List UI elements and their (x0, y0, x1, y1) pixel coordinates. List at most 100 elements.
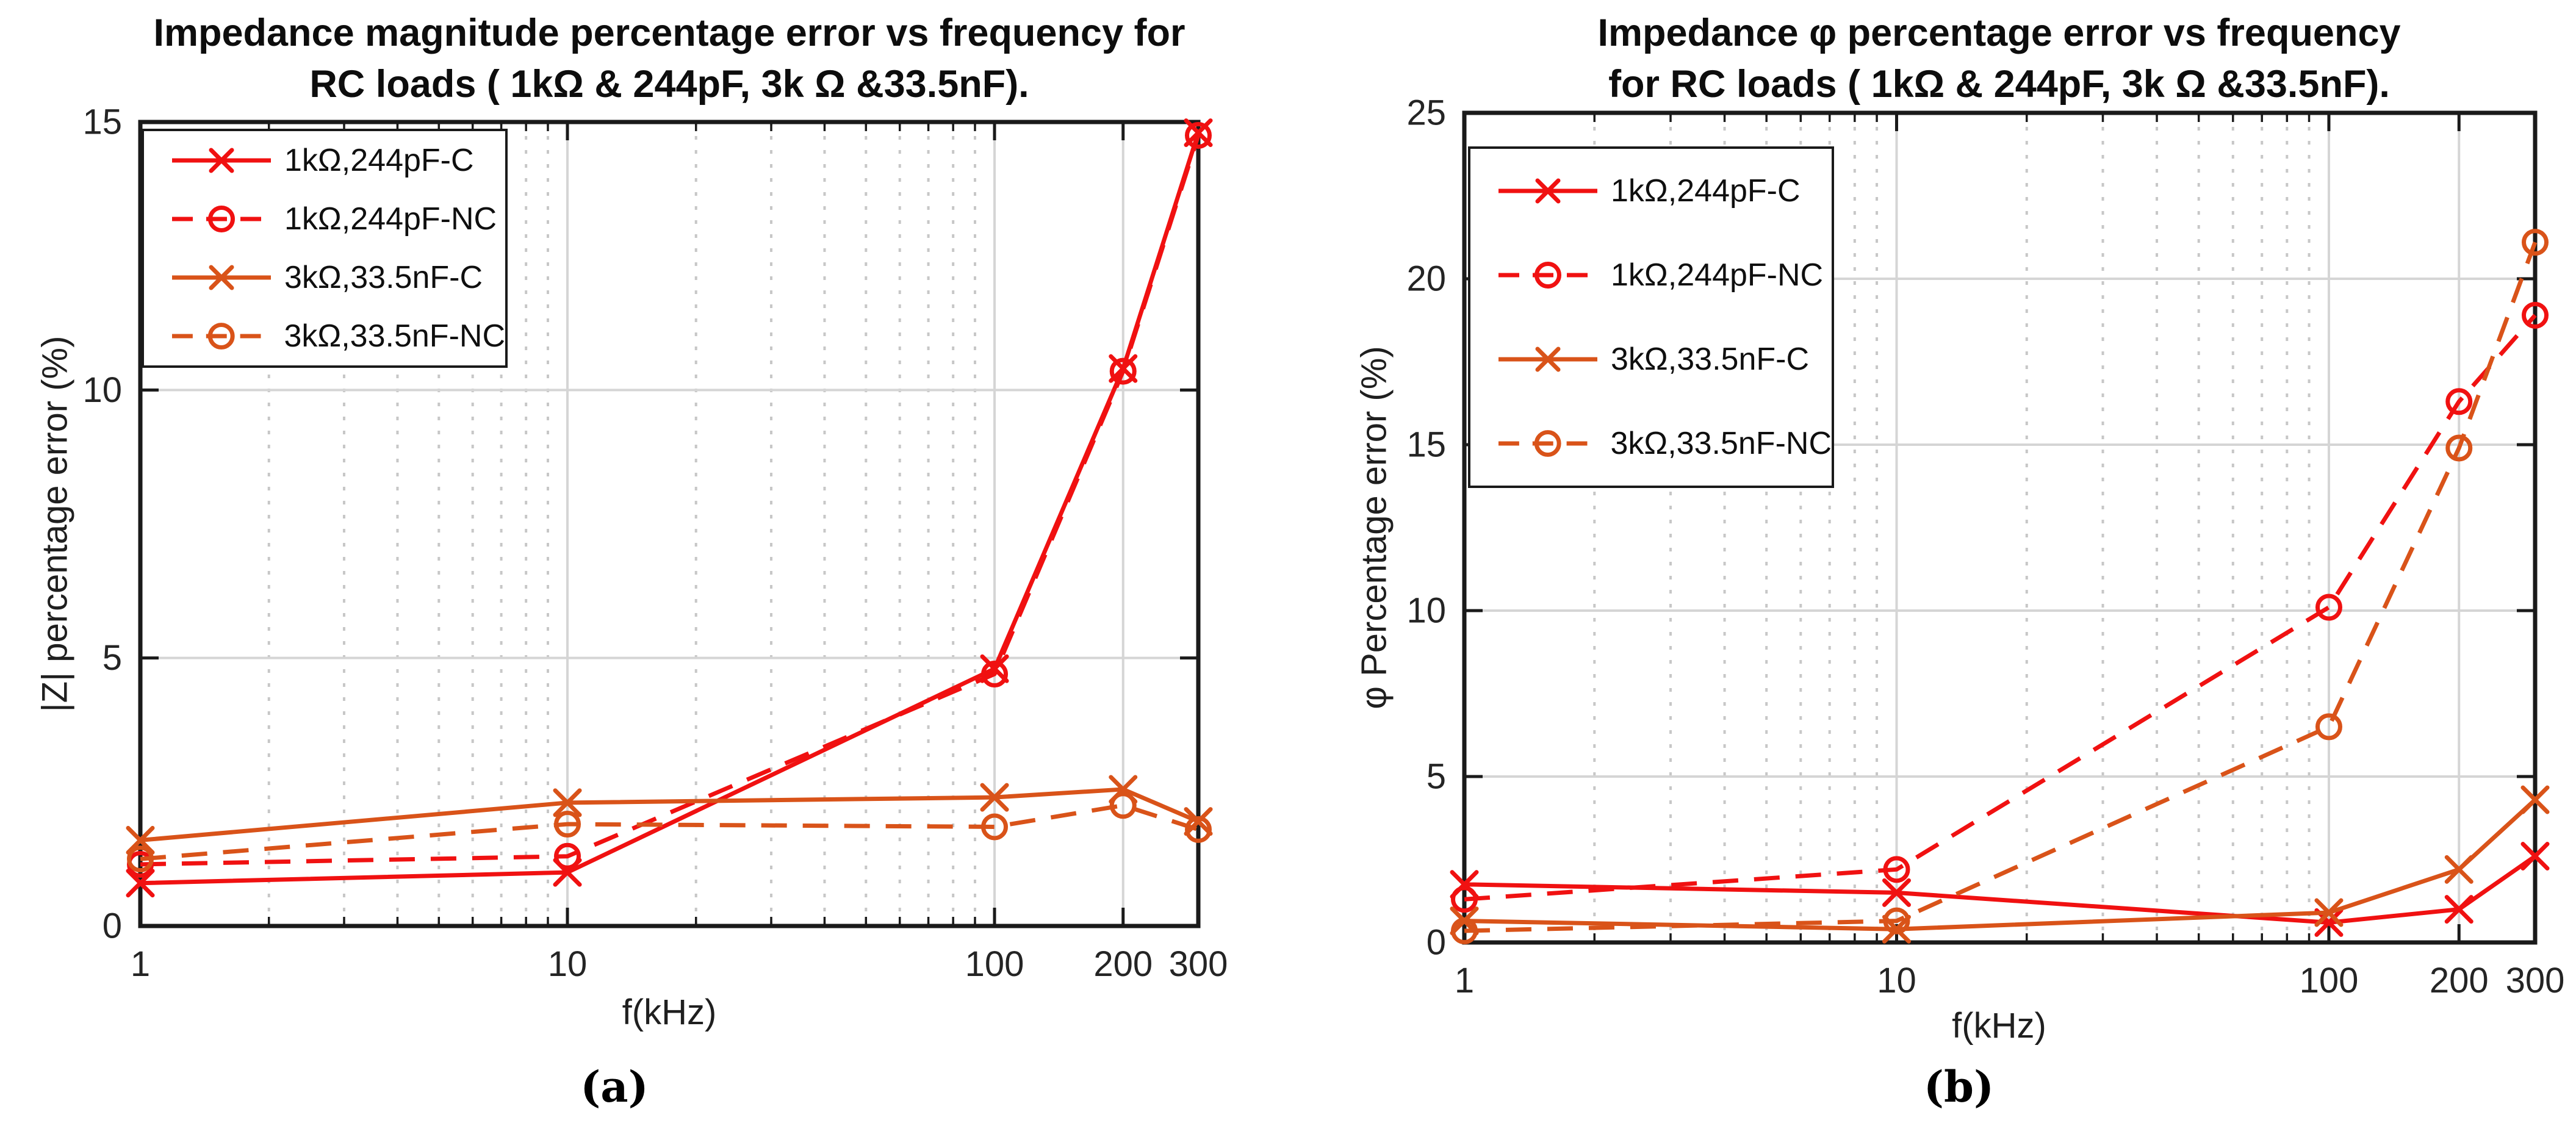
circle-marker-icon (1109, 357, 1137, 385)
circle-marker-icon (1883, 907, 1910, 935)
chart-title: Impedance φ percentage error vs frequenc… (1459, 7, 2539, 110)
x-tick-label: 1 (1455, 961, 1474, 1000)
circle-marker-icon (2445, 434, 2473, 462)
legend-sample (172, 265, 271, 290)
x-marker-icon (2444, 895, 2473, 924)
legend-label: 1kΩ,244pF-C (284, 143, 474, 178)
circle-marker-icon (1534, 262, 1561, 289)
circle-marker-icon (1534, 430, 1561, 457)
circle-marker-icon (1185, 816, 1212, 843)
circle-marker-icon (1185, 121, 1212, 149)
legend-sample (1498, 262, 1597, 289)
circle-marker-icon (2315, 713, 2342, 741)
legend-sample (1498, 178, 1597, 204)
circle-marker-icon (1109, 792, 1137, 819)
y-tick-label: 20 (1406, 259, 1446, 299)
x-marker-icon (2520, 785, 2550, 814)
legend-sample (172, 148, 271, 173)
y-tick-label: 10 (82, 370, 122, 410)
legend-item-2: 1kΩ,244pF-NC (144, 198, 505, 240)
legend-item-2: 1kΩ,244pF-NC (1470, 254, 1832, 296)
y-tick-label: 15 (82, 102, 122, 142)
x-tick-label: 300 (2506, 961, 2565, 1000)
circle-marker-icon (2522, 229, 2549, 256)
chart-title-line1: Impedance magnitude percentage error vs … (153, 12, 1185, 54)
legend-label: 1kΩ,244pF-C (1611, 173, 1801, 209)
x-marker-icon (1184, 807, 1213, 836)
legend-label: 1kΩ,244pF-NC (1611, 257, 1824, 293)
chart-title-line2: RC loads ( 1kΩ & 244pF, 3k Ω &33.5nF). (309, 63, 1029, 106)
legend-label: 1kΩ,244pF-NC (284, 201, 497, 237)
series-line (140, 803, 1200, 861)
x-marker-icon (2520, 842, 2550, 871)
circle-marker-icon (208, 206, 235, 232)
series-1kΩ,244pF-C (1450, 842, 2550, 937)
chart-title-line2: for RC loads ( 1kΩ & 244pF, 3k Ω &33.5nF… (1608, 63, 2390, 106)
legend-item-3: 3kΩ,33.5nF-C (1470, 338, 1832, 381)
axis-box (138, 120, 1201, 928)
series-3kΩ,33.5nF-NC (1451, 229, 2549, 944)
circle-marker-icon (2522, 301, 2549, 329)
circle-marker-icon (981, 661, 1009, 688)
x-tick-label: 200 (1093, 944, 1153, 984)
series-3kΩ,33.5nF-C (126, 775, 1213, 855)
series-line (1464, 854, 2537, 925)
axis-box (1462, 110, 2538, 945)
circle-marker-icon (981, 813, 1009, 841)
circle-marker-icon (554, 842, 581, 870)
circle-marker-icon (1883, 856, 1910, 883)
x-marker-icon (1535, 346, 1561, 372)
legend-box: 1kΩ,244pF-C 1kΩ,244pF-NC 3kΩ,33.5nF-C 3kΩ,3… (1468, 146, 1834, 488)
y-tick-label: 0 (103, 906, 122, 946)
x-tick-label: 300 (1169, 944, 1228, 984)
series-1kΩ,244pF-NC (1451, 301, 2549, 913)
x-tick-label: 1 (131, 944, 150, 984)
x-marker-icon (209, 265, 234, 290)
x-axis-label: f(kHz) (622, 992, 717, 1032)
x-marker-icon (553, 788, 582, 817)
subfigure-caption-b: (b) (1923, 1061, 1995, 1112)
legend-sample (171, 323, 271, 350)
legend-item-4: 3kΩ,33.5nF-NC (1470, 422, 1832, 465)
x-marker-icon (1535, 178, 1561, 204)
circle-marker-icon (127, 845, 154, 873)
legend-label: 3kΩ,33.5nF-C (284, 260, 483, 295)
circle-marker-icon (1451, 917, 1478, 944)
legend-sample (1498, 346, 1597, 372)
series-line (140, 787, 1200, 842)
plot-svg: 1 10 100 200 300 0 5 10 15 (82, 102, 1228, 985)
y-tick-label: 25 (1406, 93, 1446, 133)
x-marker-icon (2444, 855, 2473, 884)
legend-label: 3kΩ,33.5nF-NC (1610, 426, 1832, 461)
chart-panel-a: Impedance magnitude percentage error vs … (35, 12, 1228, 1112)
series-line (1464, 241, 2538, 933)
x-tick-label: 100 (2300, 961, 2359, 1000)
legend-item-1: 1kΩ,244pF-C (144, 139, 505, 182)
y-tick-label: 15 (1406, 425, 1446, 465)
legend-item-4: 3kΩ,33.5nF-NC (144, 315, 505, 357)
x-marker-icon (980, 783, 1009, 812)
legend-sample (172, 206, 271, 232)
series-line (140, 134, 1201, 867)
series-line (1464, 798, 2537, 931)
series-3kΩ,33.5nF-NC (127, 792, 1212, 873)
x-marker-icon (209, 148, 234, 173)
legend-sample (1498, 430, 1597, 457)
series-1kΩ,244pF-NC (127, 121, 1212, 878)
y-tick-label: 5 (1427, 757, 1446, 797)
circle-marker-icon (2315, 594, 2342, 621)
circle-marker-icon (2445, 388, 2473, 415)
x-tick-label: 10 (1877, 961, 1916, 1000)
legend-label: 3kΩ,33.5nF-C (1611, 342, 1809, 377)
circle-marker-icon (207, 323, 235, 350)
chart-title-line1: Impedance φ percentage error vs frequenc… (1597, 12, 2401, 54)
subfigure-caption-a: (a) (580, 1061, 649, 1112)
legend-item-1: 1kΩ,244pF-C (1470, 170, 1832, 212)
x-marker-icon (2314, 898, 2344, 927)
y-tick-label: 5 (103, 638, 122, 678)
series-line (1464, 314, 2537, 902)
x-tick-label: 100 (965, 944, 1024, 984)
circle-marker-icon (1451, 886, 1478, 913)
chart-panel-b: Impedance φ percentage error vs frequenc… (1288, 0, 2576, 1134)
